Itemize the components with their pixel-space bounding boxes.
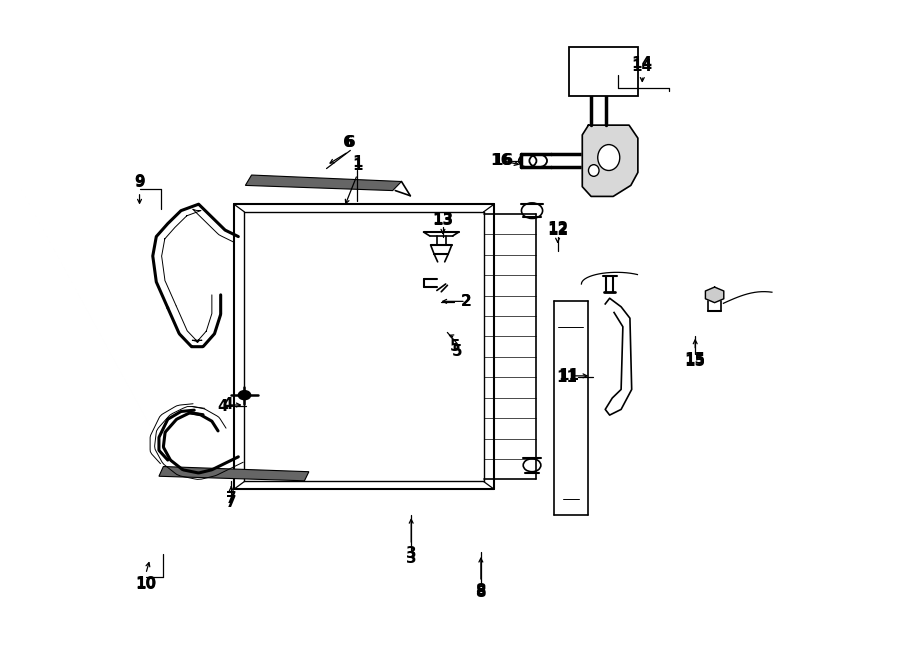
Text: 2: 2 [461,295,472,309]
Text: 4: 4 [217,399,228,414]
Text: 8: 8 [475,586,486,600]
Text: 15: 15 [685,354,706,369]
Text: 2: 2 [461,294,472,309]
Text: 10: 10 [135,576,157,591]
Text: 1: 1 [352,158,363,173]
Ellipse shape [589,165,599,176]
Text: 13: 13 [432,213,454,228]
Text: 14: 14 [632,56,652,71]
Ellipse shape [598,145,620,171]
Text: 5: 5 [450,339,461,354]
Polygon shape [246,175,401,190]
Text: 14: 14 [632,59,652,74]
Text: 11: 11 [559,368,580,383]
Text: 9: 9 [134,174,145,189]
Text: 16: 16 [492,153,514,169]
Text: 10: 10 [135,577,157,592]
Text: 3: 3 [406,551,417,566]
Text: 7: 7 [226,491,237,506]
Text: 4: 4 [222,397,233,412]
Text: 6: 6 [345,135,356,150]
Polygon shape [706,287,724,303]
Text: 12: 12 [547,221,568,236]
Text: 15: 15 [685,352,706,367]
Text: 7: 7 [226,494,237,510]
Text: 12: 12 [547,223,568,237]
Text: 16: 16 [491,153,512,169]
Bar [569,48,638,96]
Polygon shape [582,125,638,196]
Text: 3: 3 [406,547,417,561]
Text: 8: 8 [475,584,486,598]
Text: 13: 13 [432,212,454,227]
Text: 6: 6 [343,135,354,150]
Text: 9: 9 [134,175,145,190]
Text: 5: 5 [452,344,463,359]
Circle shape [238,391,251,400]
Polygon shape [159,467,309,481]
Text: 1: 1 [352,155,363,170]
Text: 11: 11 [556,369,577,385]
